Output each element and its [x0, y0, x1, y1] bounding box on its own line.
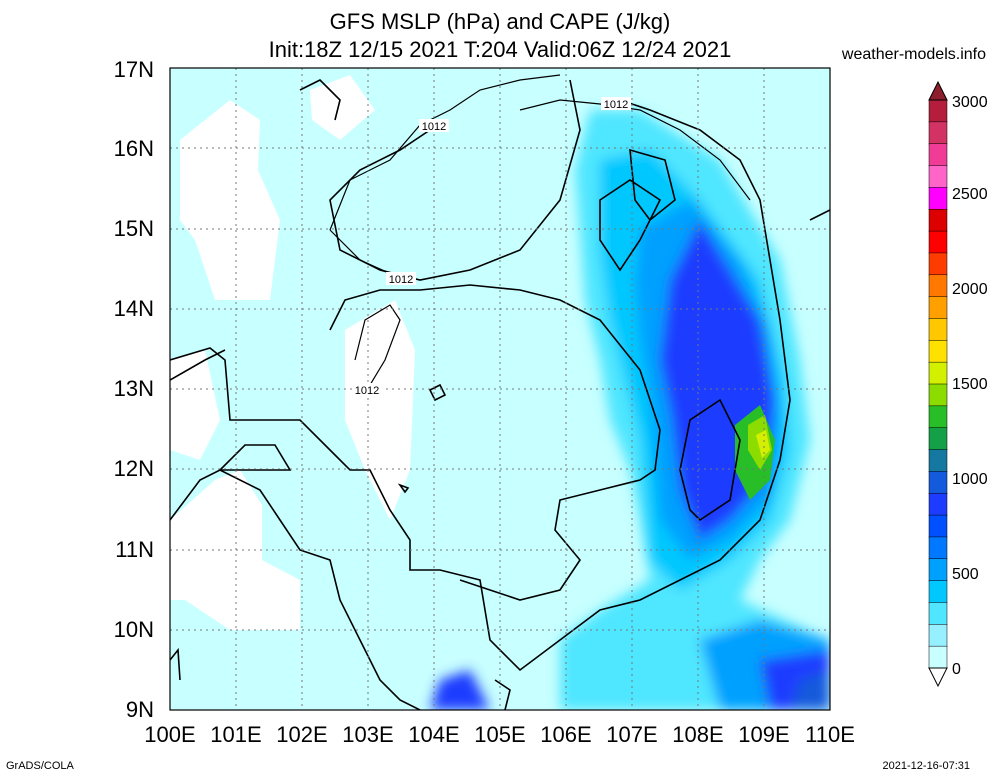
colorbar-swatch [928, 405, 948, 429]
colorbar-swatch [928, 645, 948, 669]
lat-label-11n: 11N [115, 537, 154, 562]
colorbar-swatch [928, 296, 948, 320]
colorbar-swatch [928, 361, 948, 385]
lon-label-102e: 102E [276, 722, 328, 747]
lat-label-17n: 17N [113, 57, 154, 82]
colorbar-extension [928, 667, 948, 688]
colorbar-swatch [928, 252, 948, 276]
lat-label-15n: 15N [113, 216, 154, 241]
colorbar-swatch [928, 427, 948, 451]
footer-right: 2021-12-16-07:31 [882, 760, 970, 772]
colorbar-label-1000: 1000 [952, 471, 988, 488]
colorbar-swatch [928, 602, 948, 626]
isobar-label-d: 1012 [355, 385, 379, 397]
graticule [170, 68, 830, 710]
site-label: weather-models.info [841, 46, 986, 63]
lon-label-105e: 105E [474, 722, 526, 747]
lat-label-16n: 16N [113, 136, 154, 161]
colorbar-label-3000: 3000 [952, 94, 988, 111]
lat-label-13n: 13N [113, 376, 154, 401]
colorbar-swatch [928, 99, 948, 123]
colorbar-swatch [928, 208, 948, 232]
lon-label-107e: 107E [606, 722, 658, 747]
colorbar-swatch [928, 230, 948, 254]
plot-frame [169, 67, 831, 711]
colorbar-swatch [928, 121, 948, 145]
lat-label-14n: 14N [113, 296, 154, 321]
colorbar-swatch [928, 492, 948, 516]
colorbar-swatch [928, 340, 948, 363]
colorbar-label-500: 500 [952, 566, 979, 583]
lon-label-106e: 106E [540, 722, 592, 747]
lon-label-101e: 101E [210, 722, 262, 747]
isobar-label-a: 1012 [422, 121, 446, 133]
footer-left: GrADS/COLA [6, 760, 74, 772]
lat-label-9n: 9N [125, 697, 154, 722]
colorbar-swatch [928, 165, 948, 189]
colorbar-label-2000: 2000 [952, 281, 988, 298]
colorbar-swatch [928, 514, 948, 538]
lat-label-12n: 12N [113, 456, 154, 481]
colorbar-swatch [928, 449, 948, 473]
lon-label-104e: 104E [408, 722, 460, 747]
colorbar-label-1500: 1500 [952, 376, 988, 393]
lon-label-103e: 103E [342, 722, 394, 747]
colorbar-extension [928, 80, 948, 101]
colorbar-swatch [928, 274, 948, 298]
colorbar-swatch [928, 580, 948, 604]
lat-label-10n: 10N [113, 617, 154, 642]
colorbar-swatch [928, 187, 948, 210]
lon-label-108e: 108E [672, 722, 724, 747]
cape-field [170, 68, 830, 710]
colorbar [928, 80, 948, 688]
colorbar-swatch [928, 471, 948, 494]
colorbar-swatch [928, 536, 948, 560]
colorbar-label-0: 0 [952, 661, 961, 678]
lon-label-100e: 100E [144, 722, 196, 747]
map-title: GFS MSLP (hPa) and CAPE (J/kg) [329, 9, 671, 34]
colorbar-swatch [928, 383, 948, 407]
isobar-label-c: 1012 [389, 274, 413, 286]
map-subtitle: Init:18Z 12/15 2021 T:204 Valid:06Z 12/2… [268, 37, 732, 62]
colorbar-swatch [928, 143, 948, 167]
isobar-label-b: 1012 [604, 99, 628, 111]
lon-label-110e: 110E [805, 722, 855, 747]
colorbar-swatch [928, 558, 948, 582]
colorbar-label-2500: 2500 [952, 186, 988, 203]
colorbar-swatch [928, 318, 948, 342]
colorbar-swatch [928, 624, 948, 647]
lon-label-109e: 109E [738, 722, 790, 747]
